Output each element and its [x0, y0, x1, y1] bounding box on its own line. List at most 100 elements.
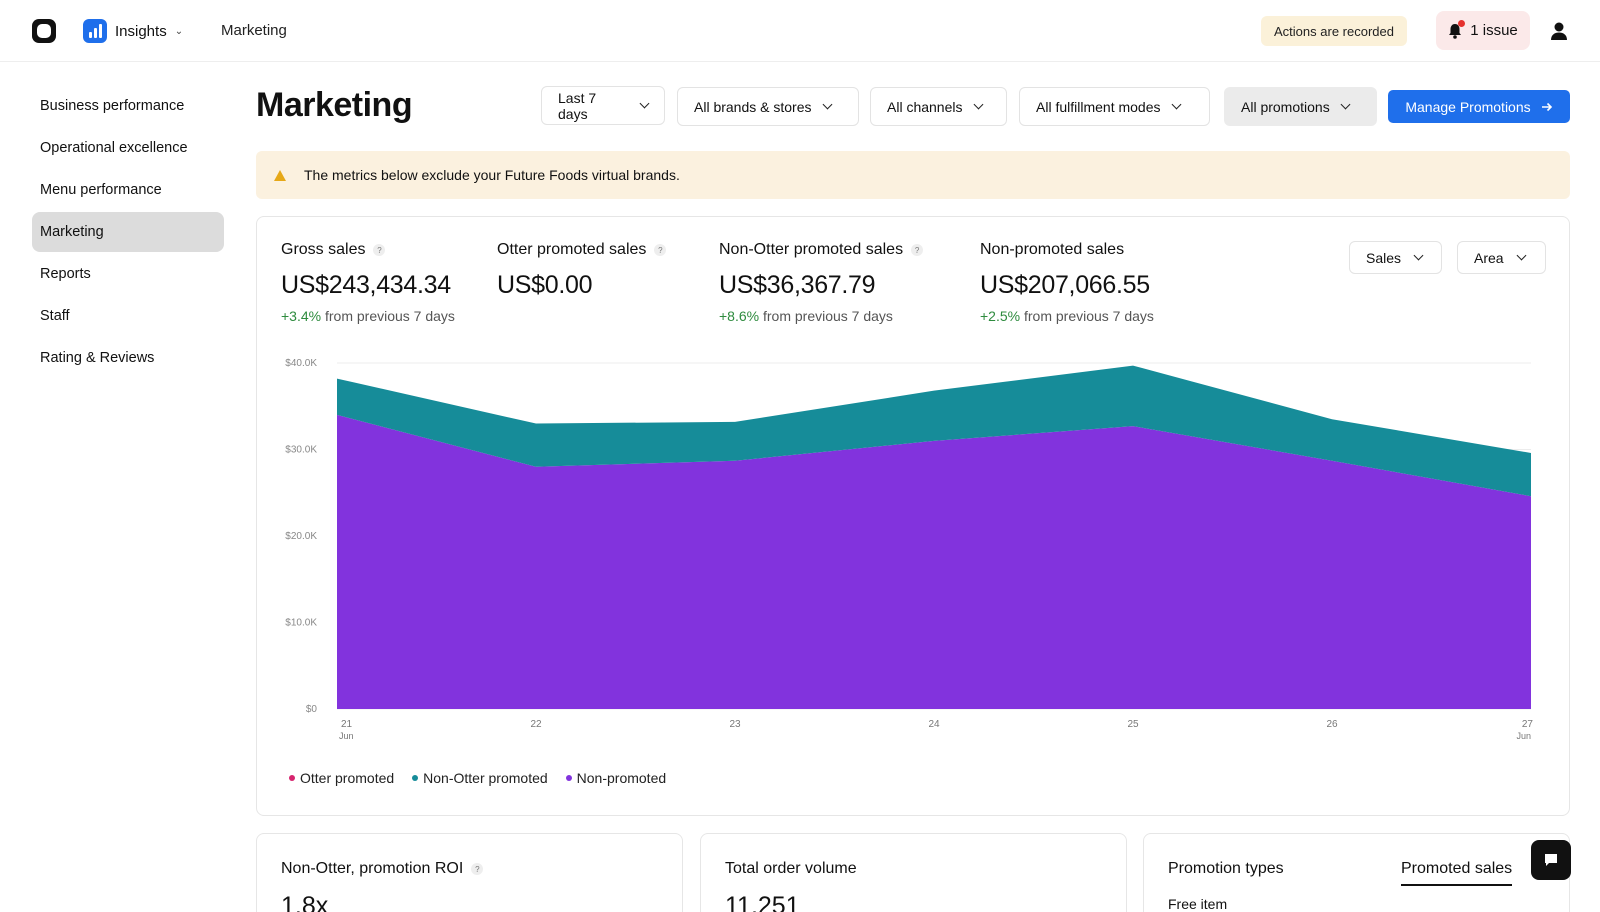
app-name: Insights	[115, 22, 167, 40]
area-series-non-otter-promoted	[337, 365, 1531, 497]
x-tick-label: 26	[1326, 719, 1338, 730]
sidebar-item-reports[interactable]: Reports	[40, 266, 91, 282]
legend-label: Otter promoted	[300, 770, 395, 786]
arrow-right-icon	[1541, 102, 1552, 111]
help-icon[interactable]: ?	[471, 863, 484, 875]
metric-delta-text: from previous 7 days	[324, 308, 455, 324]
metric-non-promoted-sales: Non-promoted sales US$207,066.55 +2.5% f…	[980, 241, 1154, 324]
chevron-down-icon	[1340, 99, 1351, 110]
sidebar-item-rating-reviews[interactable]: Rating & Reviews	[40, 350, 155, 366]
issues-button[interactable]: 1 issue	[1436, 11, 1530, 50]
promotions-filter[interactable]: All promotions	[1224, 87, 1377, 126]
sidebar-item-staff[interactable]: Staff	[40, 308, 70, 324]
virtual-brands-banner: The metrics below exclude your Future Fo…	[256, 151, 1570, 199]
help-icon[interactable]: ?	[911, 244, 924, 256]
sales-chart-card: Gross sales ? US$243,434.34 +3.4% from p…	[256, 216, 1570, 816]
metric-delta: +3.4%	[281, 308, 322, 324]
actions-recorded-badge: Actions are recorded	[1261, 16, 1407, 46]
chart-metric-select[interactable]: Sales	[1349, 241, 1442, 274]
manage-promotions-button[interactable]: Manage Promotions	[1388, 90, 1570, 123]
user-icon[interactable]	[1548, 20, 1570, 42]
chevron-down-icon	[1516, 250, 1527, 261]
metric-label: Otter promoted sales	[497, 241, 647, 258]
metric-value: US$0.00	[497, 271, 593, 299]
brands-label: All brands & stores	[694, 98, 812, 115]
sidebar-item-marketing[interactable]: Marketing	[32, 212, 224, 252]
sidebar-item-menu-performance[interactable]: Menu performance	[40, 182, 162, 198]
warning-icon	[274, 169, 286, 181]
y-tick-label: $40.0K	[285, 358, 317, 369]
x-tick-label: 25	[1127, 719, 1139, 730]
legend-item-non-promoted[interactable]: Non-promoted	[565, 770, 667, 786]
legend-label: Non-promoted	[576, 770, 667, 786]
x-tick-label: 24	[928, 719, 940, 730]
chevron-down-icon	[973, 99, 983, 110]
chevron-down-icon	[822, 99, 832, 110]
insights-icon	[83, 19, 107, 43]
help-icon[interactable]: ?	[373, 244, 386, 256]
metric-gross-sales: Gross sales ? US$243,434.34 +3.4% from p…	[281, 241, 455, 324]
bell-icon	[1448, 19, 1466, 39]
top-bar: Insights ⌄ Marketing Actions are recorde…	[0, 0, 1600, 62]
legend-dot	[412, 775, 419, 781]
metric-delta-text: from previous 7 days	[1023, 308, 1154, 324]
promotion-types-title: Promotion types	[1168, 860, 1284, 877]
notification-dot	[1458, 19, 1466, 27]
metric-delta: +2.5%	[980, 308, 1021, 324]
chat-button[interactable]	[1531, 840, 1571, 880]
page-title: Marketing	[256, 86, 413, 124]
banner-text: The metrics below exclude your Future Fo…	[304, 167, 680, 183]
date-range-label: Last 7 days	[558, 89, 597, 122]
promotion-type-item: Free item	[1168, 896, 1228, 912]
issues-label: 1 issue	[1470, 22, 1518, 39]
sidebar: Business performance Operational excelle…	[32, 86, 224, 380]
legend-label: Non-Otter promoted	[423, 770, 548, 786]
chart-type-select[interactable]: Area	[1457, 241, 1546, 274]
chevron-down-icon: ⌄	[174, 25, 184, 37]
x-tick-label: 23	[729, 719, 741, 730]
metric-delta: +8.6%	[719, 308, 760, 324]
metric-label: Non-promoted sales	[980, 241, 1125, 258]
roi-title: Non-Otter, promotion ROI	[281, 860, 464, 877]
legend-dot	[289, 775, 295, 781]
metric-otter-promoted-sales: Otter promoted sales ? US$0.00	[497, 241, 667, 300]
y-tick-label: $10.0K	[285, 618, 317, 629]
chat-icon	[1545, 854, 1557, 866]
help-icon[interactable]: ?	[654, 244, 667, 256]
otter-logo-icon[interactable]	[32, 19, 56, 43]
fulfillment-filter[interactable]: All fulfillment modes	[1019, 87, 1210, 126]
chart-legend: Otter promoted Non-Otter promoted Non-pr…	[289, 770, 666, 786]
roi-card: Non-Otter, promotion ROI ? 1.8x	[256, 833, 683, 912]
chart-type-label: Area	[1474, 249, 1504, 266]
legend-item-non-otter-promoted[interactable]: Non-Otter promoted	[412, 770, 548, 786]
chevron-down-icon	[1413, 250, 1424, 261]
date-range-filter[interactable]: Last 7 days	[541, 86, 665, 125]
legend-dot	[565, 775, 572, 781]
y-tick-label: $20.0K	[285, 531, 317, 542]
chevron-down-icon	[1171, 99, 1181, 110]
legend-item-otter-promoted[interactable]: Otter promoted	[289, 770, 394, 786]
chart-metric-label: Sales	[1366, 249, 1402, 266]
order-volume-card: Total order volume 11,251	[700, 833, 1127, 912]
x-tick-label: 22	[530, 719, 542, 730]
sidebar-item-business-performance[interactable]: Business performance	[40, 98, 185, 114]
metric-label: Gross sales	[281, 241, 366, 258]
manage-promotions-label: Manage Promotions	[1405, 98, 1531, 115]
tab-promoted-sales[interactable]: Promoted sales	[1401, 860, 1513, 886]
order-volume-title: Total order volume	[725, 860, 857, 877]
order-volume-value: 11,251	[725, 892, 800, 912]
x-tick-label: 21	[341, 719, 353, 730]
app-switcher[interactable]: Insights ⌄	[83, 18, 183, 44]
fulfillment-label: All fulfillment modes	[1036, 98, 1161, 115]
x-tick-sublabel: Jun	[339, 731, 354, 741]
area-series-non-promoted	[337, 414, 1531, 709]
sidebar-item-operational-excellence[interactable]: Operational excellence	[40, 140, 188, 156]
metric-non-otter-promoted-sales: Non-Otter promoted sales ? US$36,367.79 …	[719, 241, 924, 324]
metric-delta-text: from previous 7 days	[762, 308, 893, 324]
brands-filter[interactable]: All brands & stores	[677, 87, 859, 126]
breadcrumb: Marketing	[221, 22, 287, 39]
y-tick-label: $30.0K	[285, 445, 317, 456]
channels-filter[interactable]: All channels	[870, 87, 1007, 126]
x-tick-sublabel: Jun	[1516, 731, 1531, 741]
